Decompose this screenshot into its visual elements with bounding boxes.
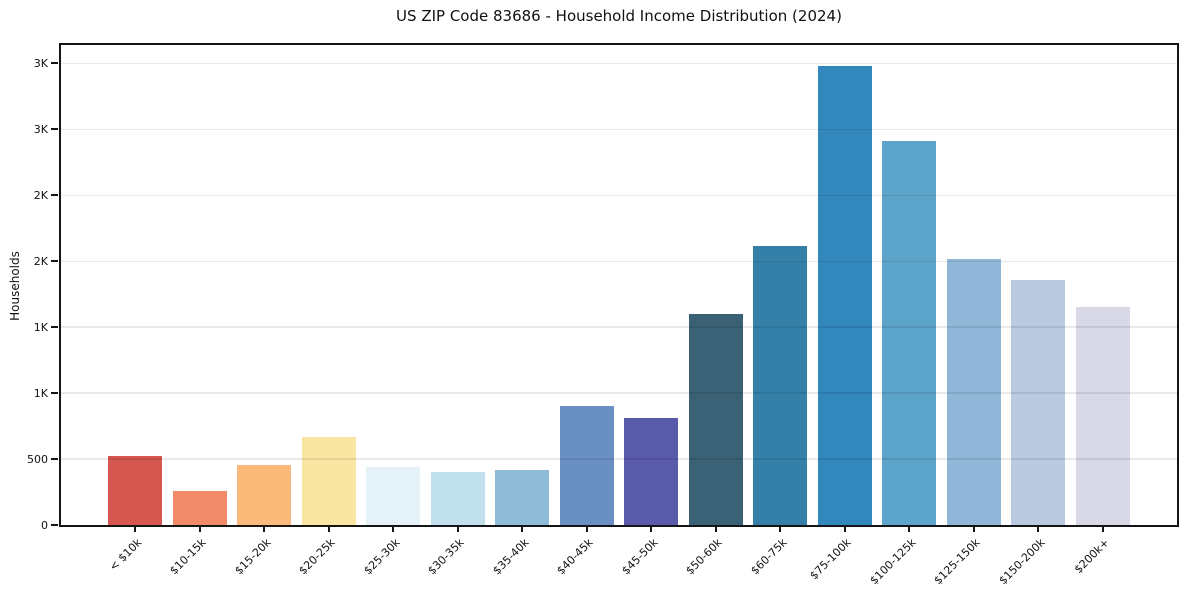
bar — [624, 417, 679, 525]
y-tick-label: 2K — [33, 188, 48, 202]
y-tick-mark — [51, 128, 58, 131]
x-tick-mark — [908, 527, 911, 532]
x-tick-label: $25-30k — [361, 536, 403, 578]
x-tick-label: < $10k — [106, 536, 145, 574]
x-tick-mark — [650, 527, 653, 532]
x-tick-mark — [327, 527, 330, 532]
x-tick-label: $15-20k — [232, 536, 274, 578]
y-tick-mark — [51, 260, 58, 263]
x-tick-label: $125-150k — [931, 536, 983, 588]
bar — [882, 140, 937, 525]
bar — [817, 66, 872, 525]
x-tick-mark — [1101, 527, 1104, 532]
bar — [559, 406, 614, 525]
bar — [1075, 307, 1130, 525]
x-tick-label: $100-125k — [867, 536, 919, 588]
y-tick-label: 3K — [33, 56, 48, 70]
y-tick-label: 1K — [33, 320, 48, 334]
x-tick-mark — [456, 527, 459, 532]
x-tick-label: $75-100k — [807, 536, 854, 583]
bar — [301, 436, 356, 525]
y-tick-label: 0 — [41, 518, 48, 532]
x-tick-mark — [779, 527, 782, 532]
plot-area — [59, 43, 1179, 527]
y-tick-mark — [51, 392, 58, 395]
bar — [366, 466, 421, 525]
x-tick-label: $150-200k — [996, 536, 1048, 588]
x-tick-label: $35-40k — [490, 536, 532, 578]
x-tick-label: $40-45k — [554, 536, 596, 578]
y-axis-ticks: 0 500 1K 1K 2K 2K 3K 3K — [0, 45, 59, 532]
y-tick-label: 1K — [33, 386, 48, 400]
bar — [688, 314, 743, 525]
x-tick-label: $60-75k — [748, 536, 790, 578]
y-tick-mark — [51, 326, 58, 329]
y-tick-label: 3K — [33, 122, 48, 136]
bar — [430, 471, 485, 525]
x-tick-mark — [843, 527, 846, 532]
x-axis-ticks: < $10k $10-15k $15-20k $20-25k $25-30k $30-35… — [61, 527, 1177, 590]
y-tick-mark — [51, 524, 58, 526]
x-tick-mark — [263, 527, 266, 532]
y-tick-mark — [51, 194, 58, 197]
bar — [108, 455, 163, 525]
x-tick-mark — [972, 527, 975, 532]
x-tick-mark — [198, 527, 201, 532]
x-tick-label: $10-15k — [167, 536, 209, 578]
x-tick-mark — [714, 527, 717, 532]
y-tick-label: 500 — [27, 452, 48, 466]
bar — [946, 259, 1001, 525]
bar — [495, 470, 550, 525]
y-tick-label: 2K — [33, 254, 48, 268]
bar — [753, 246, 808, 525]
x-tick-label: $200k+ — [1071, 536, 1112, 577]
x-tick-mark — [1037, 527, 1040, 532]
bar — [172, 490, 227, 525]
y-tick-mark — [51, 458, 58, 461]
x-tick-mark — [521, 527, 524, 532]
y-tick-mark — [51, 62, 58, 65]
x-tick-mark — [392, 527, 395, 532]
chart-title: US ZIP Code 83686 - Household Income Dis… — [396, 7, 842, 25]
bar — [237, 465, 292, 525]
x-tick-label: $20-25k — [296, 536, 338, 578]
x-tick-mark — [585, 527, 588, 532]
bars — [61, 45, 1177, 525]
x-tick-label: $30-35k — [425, 536, 467, 578]
bar — [1011, 279, 1066, 525]
x-tick-label: $45-50k — [619, 536, 661, 578]
x-tick-mark — [134, 527, 137, 532]
x-tick-label: $50-60k — [683, 536, 725, 578]
